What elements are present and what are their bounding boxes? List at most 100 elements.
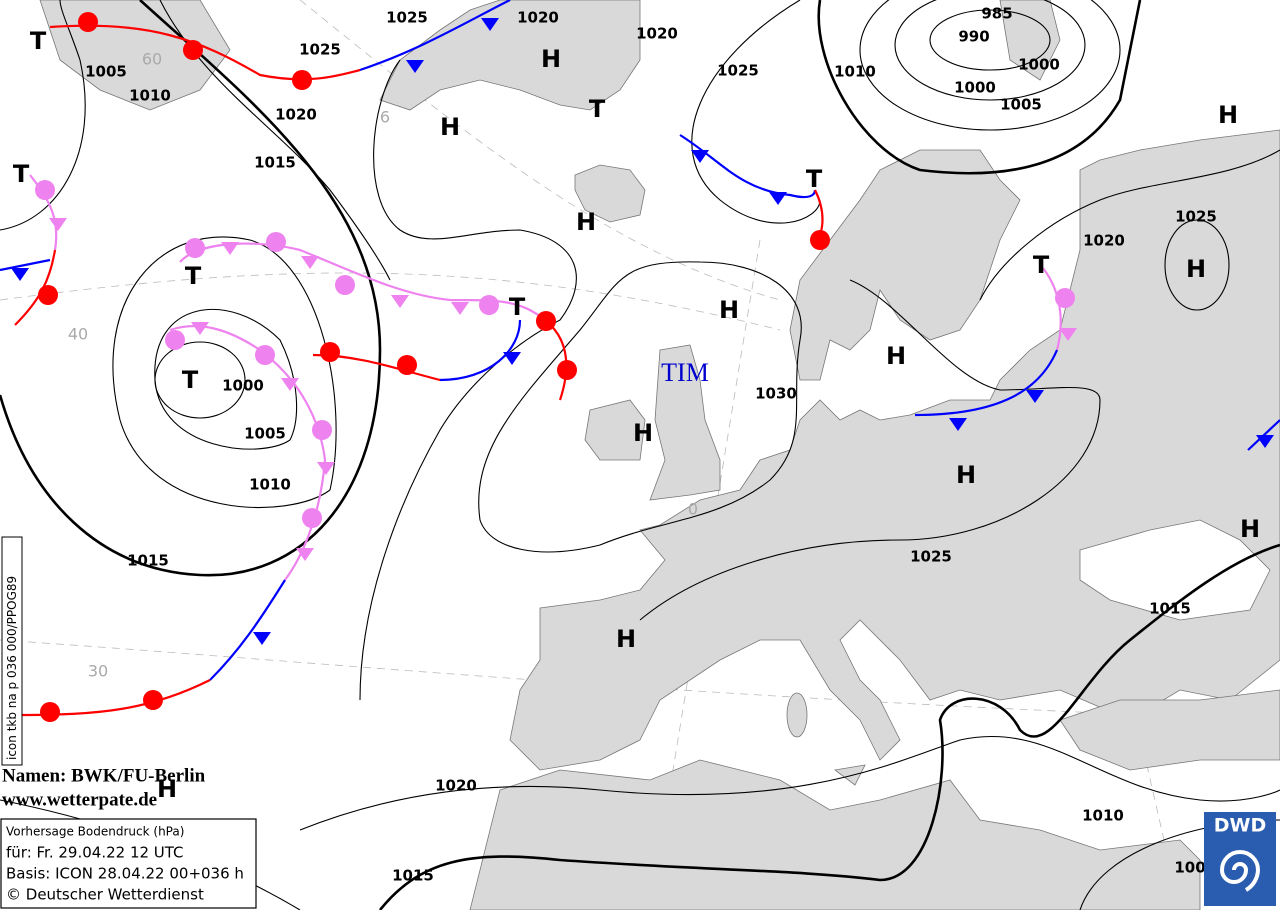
info-frame xyxy=(0,818,257,909)
cold-front xyxy=(0,258,51,272)
front-symbol xyxy=(221,242,239,255)
isobar-label: 1005 xyxy=(1000,96,1042,114)
pressure-system: T xyxy=(185,262,202,290)
cold-front xyxy=(209,579,286,681)
front-symbol xyxy=(317,462,335,475)
isobar-label: 1025 xyxy=(910,548,952,566)
black-sea xyxy=(1079,519,1271,621)
front-symbol xyxy=(479,295,499,315)
latitude-label: 6 xyxy=(380,108,390,127)
isobar xyxy=(478,261,802,553)
front-symbol xyxy=(691,150,709,163)
logo-box xyxy=(1204,812,1276,906)
isobar-label: 1015 xyxy=(392,867,434,885)
credits-url: www.wetterpate.de xyxy=(2,789,157,810)
isobar-label: 1000 xyxy=(222,377,264,395)
occluded-front xyxy=(169,325,327,581)
isobar-label: 1010 xyxy=(834,63,876,81)
info-line: © Deutscher Wetterdienst xyxy=(6,886,204,904)
pressure-system: H xyxy=(1218,101,1238,129)
front-symbol xyxy=(255,345,275,365)
credits-names: Namen: BWK/FU-Berlin xyxy=(2,765,206,786)
isobar-label: 1010 xyxy=(1082,807,1124,825)
info-title: Vorhersage Bodendruck (hPa) xyxy=(6,825,184,839)
pressure-system: T xyxy=(806,165,823,193)
isobar-label: 1030 xyxy=(755,385,797,403)
front-symbol xyxy=(78,12,98,32)
pressure-system: T xyxy=(182,366,199,394)
isobar xyxy=(859,0,1121,131)
cold-front xyxy=(439,319,522,382)
pressure-system: H xyxy=(633,419,653,447)
front-symbol xyxy=(281,378,299,391)
latitude-label: 40 xyxy=(68,325,88,344)
front-symbol xyxy=(335,275,355,295)
front-symbol xyxy=(1256,435,1274,448)
pressure-system: H xyxy=(1186,255,1206,283)
isobar-label: 1020 xyxy=(517,9,559,27)
front-symbol xyxy=(312,420,332,440)
isobar-label: 1000 xyxy=(1018,56,1060,74)
isobar xyxy=(359,59,577,701)
isobar-label: 1020 xyxy=(275,106,317,124)
front-symbol xyxy=(397,355,417,375)
info-box: Vorhersage Bodendruck (hPa) für: Fr. 29.… xyxy=(0,818,257,909)
isobar-label: 1025 xyxy=(1175,208,1217,226)
isobar-label: 990 xyxy=(958,28,989,46)
isobar-label: 1020 xyxy=(1083,232,1125,250)
isobar-label: 1025 xyxy=(386,9,428,27)
graticule-line xyxy=(0,272,781,331)
front-symbol xyxy=(949,418,967,431)
pressure-system: H xyxy=(157,775,177,803)
front-symbol xyxy=(1059,328,1077,341)
sardinia xyxy=(786,692,808,738)
cold-front xyxy=(359,0,511,72)
pressure-system: H xyxy=(440,113,460,141)
logo-spiral xyxy=(1219,850,1261,892)
isobar xyxy=(691,0,821,224)
system-name: TIM xyxy=(661,358,709,387)
logo-text: DWD xyxy=(1214,815,1267,837)
front-symbol xyxy=(406,60,424,73)
front-symbol xyxy=(302,508,322,528)
isobar-label: 1000 xyxy=(954,79,996,97)
dwd-logo: DWD xyxy=(1204,812,1276,906)
pressure-system: T xyxy=(30,27,47,55)
front-symbol xyxy=(503,352,521,365)
pressure-system: T xyxy=(509,293,526,321)
isobar xyxy=(979,149,1280,301)
latitude-label: 60 xyxy=(142,50,162,69)
front-symbol xyxy=(1055,288,1075,308)
front-symbols xyxy=(11,12,1274,722)
front-symbol xyxy=(49,218,67,231)
latitude-label: 0 xyxy=(688,500,698,519)
front-symbol xyxy=(35,180,55,200)
greenland xyxy=(379,0,641,111)
isobar-label: 1010 xyxy=(129,87,171,105)
front-symbol xyxy=(266,232,286,252)
anatolia xyxy=(1059,689,1280,771)
isobar xyxy=(1164,219,1230,311)
front-symbol xyxy=(11,268,29,281)
isobar-label: 1015 xyxy=(127,552,169,570)
front-symbol xyxy=(185,238,205,258)
front-symbol xyxy=(451,302,469,315)
pressure-system: H xyxy=(1240,515,1260,543)
pressure-system: T xyxy=(589,95,606,123)
pressure-system: T xyxy=(13,160,30,188)
front-symbol xyxy=(165,330,185,350)
isobar xyxy=(929,9,1051,71)
latitude-label: 30 xyxy=(88,662,108,681)
front-symbol xyxy=(481,18,499,31)
info-line: Basis: ICON 28.04.22 00+036 h xyxy=(6,865,244,883)
isobar xyxy=(154,341,246,419)
isobar-label: 1025 xyxy=(299,41,341,59)
isobar xyxy=(894,0,1086,101)
isobar xyxy=(378,543,1280,910)
isobar xyxy=(299,735,1280,831)
pressure-system: H xyxy=(576,208,596,236)
isobar-label: 985 xyxy=(981,5,1012,23)
front-symbol xyxy=(253,632,271,645)
